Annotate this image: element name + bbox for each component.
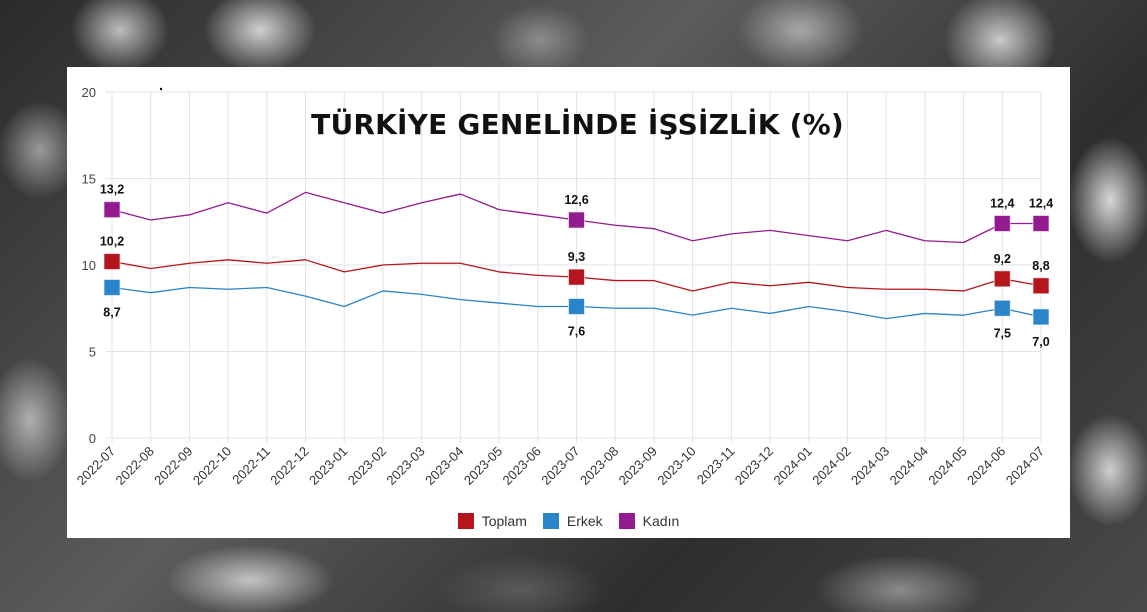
data-label: 12,4: [990, 196, 1014, 210]
x-tick-label: 2023-07: [538, 444, 582, 488]
x-tick-label: 2022-10: [190, 444, 234, 488]
legend-item-toplam[interactable]: Toplam: [457, 513, 527, 529]
data-label: 7,5: [994, 326, 1011, 340]
x-tick-label: 2022-11: [229, 444, 273, 488]
legend-item-erkek[interactable]: Erkek: [542, 513, 603, 529]
legend-swatch-toplam: [457, 513, 474, 529]
data-label: 7,0: [1032, 335, 1049, 349]
y-tick-label: 5: [89, 345, 96, 360]
stray-dot: [159, 87, 163, 91]
x-tick-label: 2023-02: [345, 444, 389, 488]
x-tick-label: 2024-06: [964, 444, 1008, 488]
x-tick-label: 2023-11: [694, 444, 738, 488]
data-label: 12,6: [564, 193, 588, 207]
x-tick-label: 2024-02: [809, 444, 853, 488]
legend-item-kadin[interactable]: Kadın: [618, 513, 680, 529]
x-tick-label: 2023-06: [500, 444, 544, 488]
data-marker-erkek: [993, 299, 1011, 317]
x-tick-label: 2022-12: [267, 444, 311, 488]
legend-label-erkek: Erkek: [566, 513, 603, 529]
x-tick-label: 2023-01: [306, 444, 350, 488]
x-tick-label: 2022-08: [112, 444, 156, 488]
data-label: 9,3: [568, 250, 585, 264]
legend-swatch-erkek: [542, 513, 559, 529]
data-marker-kadın: [993, 214, 1011, 232]
data-label: 8,8: [1032, 259, 1049, 273]
data-marker-kadın: [103, 201, 121, 219]
data-marker-erkek: [568, 298, 585, 316]
x-tick-label: 2023-08: [577, 444, 621, 488]
data-label: 9,2: [994, 252, 1011, 266]
y-tick-label: 10: [82, 258, 96, 273]
legend-swatch-kadin: [618, 513, 635, 529]
data-marker-toplam: [103, 253, 121, 271]
x-tick-label: 2024-04: [887, 444, 931, 488]
x-tick-label: 2023-10: [654, 444, 698, 488]
x-tick-label: 2023-03: [383, 444, 427, 488]
x-tick-label: 2023-09: [616, 444, 660, 488]
data-label: 7,6: [568, 325, 585, 339]
data-label: 12,4: [1029, 196, 1053, 210]
data-label: 8,7: [103, 305, 120, 319]
x-tick-label: 2023-05: [461, 444, 505, 488]
data-marker-kadın: [1032, 214, 1050, 232]
data-marker-erkek: [1032, 308, 1050, 326]
legend-label-toplam: Toplam: [481, 513, 527, 529]
x-tick-label: 2023-12: [732, 444, 776, 488]
x-tick-label: 2024-01: [771, 444, 815, 488]
data-label: 10,2: [100, 235, 124, 249]
x-tick-label: 2024-05: [925, 444, 969, 488]
x-tick-label: 2022-09: [151, 444, 195, 488]
y-tick-label: 15: [82, 172, 96, 187]
x-tick-label: 2023-04: [422, 444, 466, 488]
y-tick-label: 0: [89, 431, 96, 446]
data-marker-toplam: [568, 268, 585, 286]
data-marker-toplam: [993, 270, 1011, 288]
x-tick-label: 2022-07: [74, 444, 118, 488]
y-tick-label: 20: [82, 85, 96, 100]
chart-title: TÜRKİYE GENELİNDE İŞSİZLİK (%): [311, 108, 844, 141]
legend-label-kadin: Kadın: [642, 513, 680, 529]
x-tick-label: 2024-03: [848, 444, 892, 488]
data-marker-kadın: [568, 211, 585, 229]
data-label: 13,2: [100, 183, 124, 197]
data-marker-toplam: [1032, 277, 1050, 295]
x-tick-label: 2024-07: [1003, 444, 1047, 488]
chart-legend: Toplam Erkek Kadın: [67, 513, 1070, 529]
data-marker-erkek: [103, 278, 121, 296]
